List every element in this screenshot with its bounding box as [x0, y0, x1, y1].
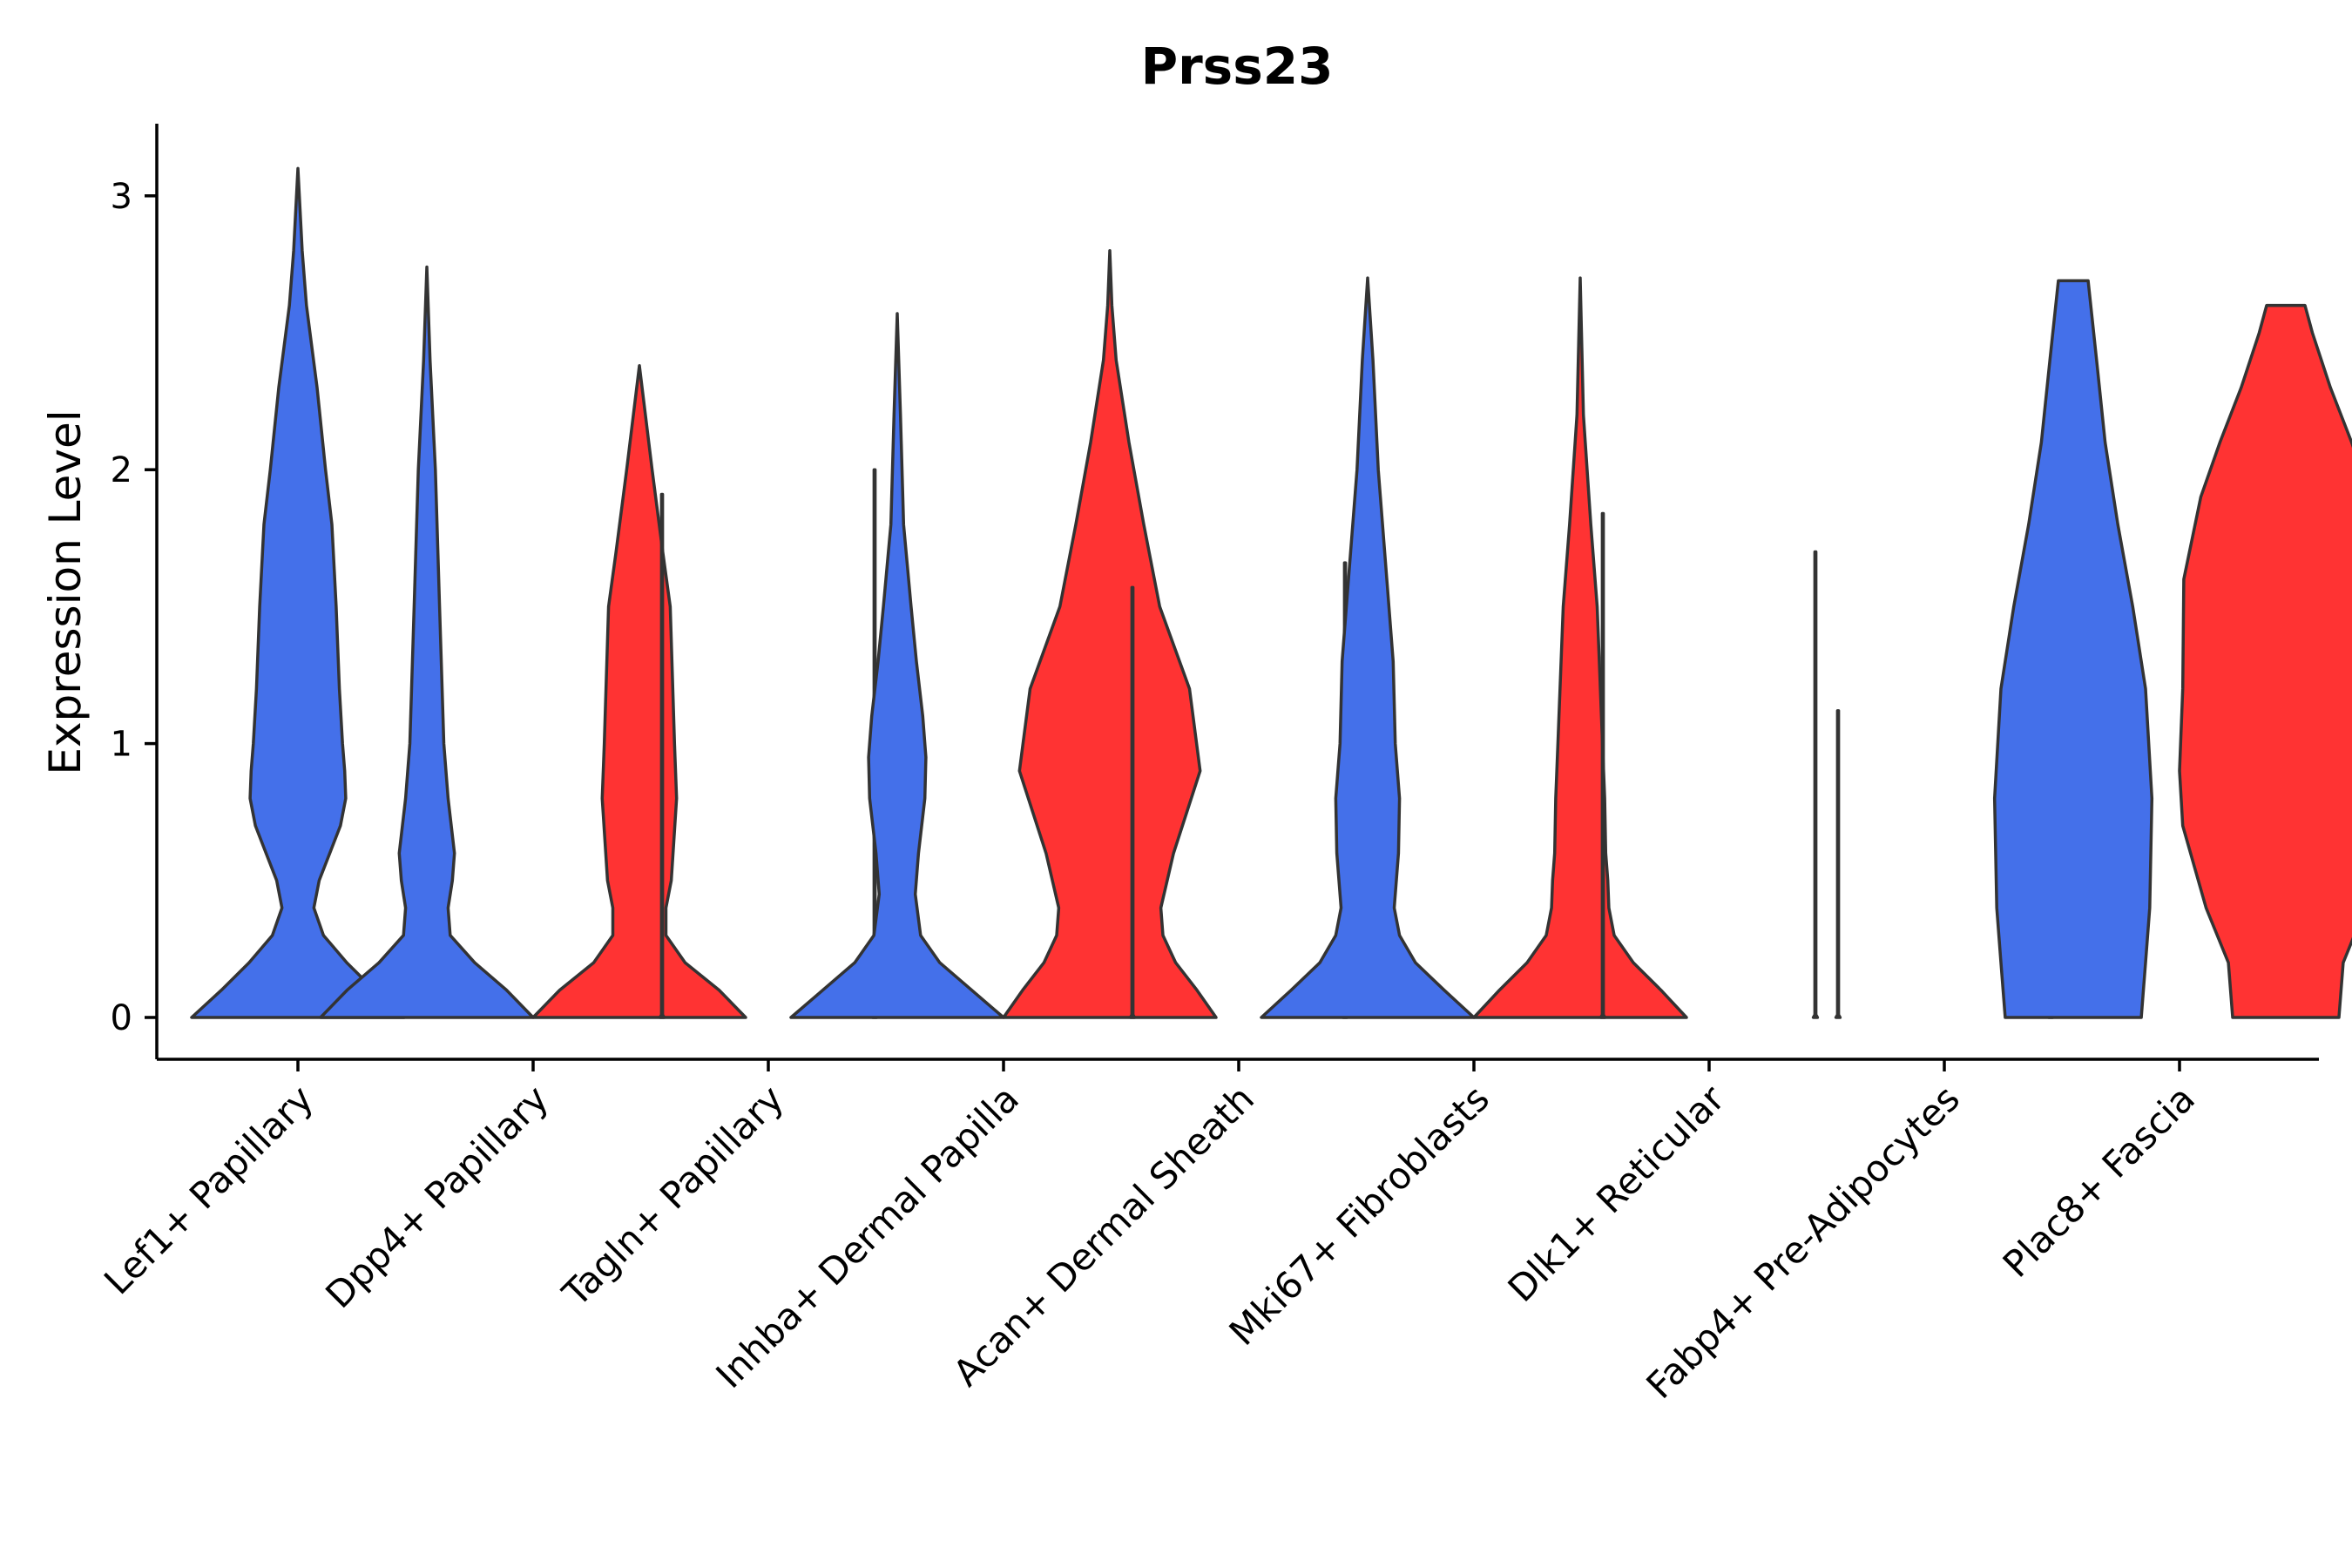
- y-tick-label-2: 2: [111, 450, 132, 490]
- violin-plac8-fascia-group-2: [2178, 303, 2352, 1019]
- violin-mki67-fibroblasts-group-2: [1472, 276, 1688, 1019]
- violin-plac8-fascia-group-1: [1992, 279, 2154, 1019]
- violin-tagln-papillary-group-1: [658, 492, 666, 1019]
- violin-inhba-dermal-papilla-group-1: [789, 312, 1005, 1019]
- violin-mki67-fibroblasts-group-1: [1260, 276, 1476, 1019]
- violin-lef1-papillary-group-1: [190, 166, 406, 1019]
- y-axis-label: Expression Level: [40, 409, 91, 774]
- y-tick-label-0: 0: [111, 998, 132, 1038]
- violin-layer: [190, 166, 2352, 1019]
- violin-dlk1-reticular-group-1: [1598, 511, 1607, 1019]
- y-tick-label-3: 3: [111, 177, 132, 217]
- chart-title: Prss23: [1141, 37, 1334, 96]
- y-tick-label-1: 1: [111, 725, 132, 765]
- violin-dpp4-papillary-group-1: [319, 265, 535, 1019]
- violin-dlk1-reticular-group-2: [1811, 550, 1820, 1019]
- violin-dpp4-papillary-group-2: [531, 363, 747, 1019]
- violin-acan-dermal-sheath-group-1: [1128, 585, 1137, 1019]
- violin-fabp4-pre-adipocytes-group-1: [1834, 709, 1842, 1019]
- y-axis-ticks: 0 1 2 3: [111, 177, 157, 1038]
- violin-inhba-dermal-papilla-group-2: [1002, 248, 1218, 1019]
